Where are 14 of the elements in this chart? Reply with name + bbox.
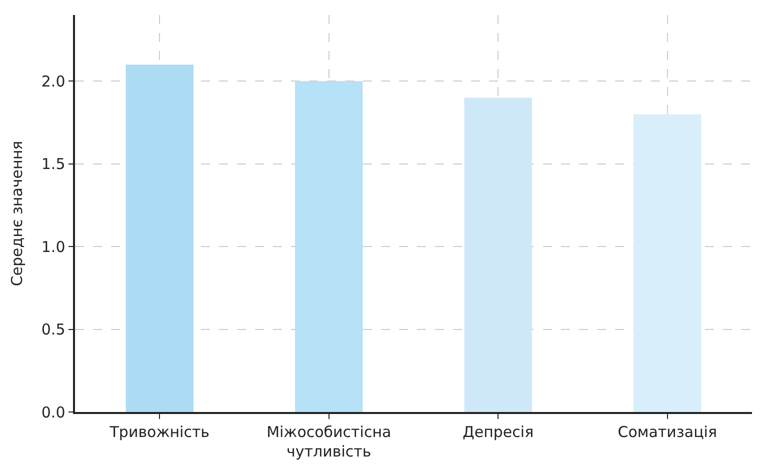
y-tick-label: 1.0 <box>41 238 66 256</box>
x-tick-label: Соматизація <box>618 422 717 441</box>
bar <box>634 114 702 412</box>
bar <box>464 98 532 412</box>
y-tick-label: 0.5 <box>41 320 66 339</box>
x-tick-label: Депресія <box>462 422 534 441</box>
y-axis-title: Середнє значення <box>8 140 26 286</box>
bar <box>126 64 194 412</box>
x-tick-label: Тривожність <box>108 422 210 441</box>
y-tick-label: 0.0 <box>41 403 66 422</box>
y-tick-label: 2.0 <box>41 72 66 90</box>
bar <box>295 81 363 412</box>
x-tick-label: Міжособистісна чутливість <box>266 422 392 460</box>
y-tick-label: 1.5 <box>41 155 66 174</box>
